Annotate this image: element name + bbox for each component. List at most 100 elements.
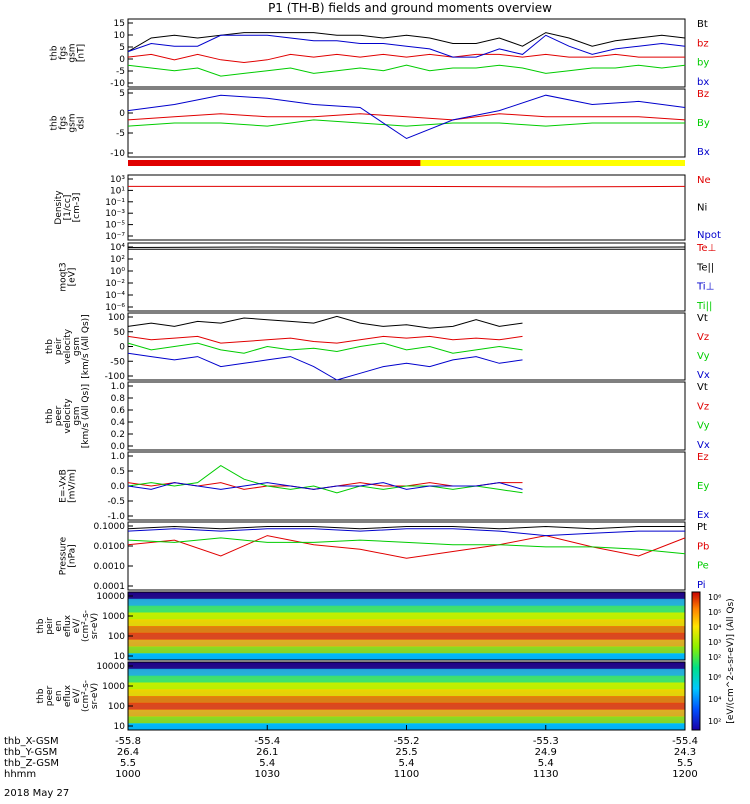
y-tick-label: 10: [114, 722, 126, 732]
y-tick-label: 10⁴: [110, 243, 125, 253]
series-line: [128, 185, 686, 188]
y-tick-label: 5: [119, 43, 125, 53]
legend-entry: Vt: [697, 313, 708, 324]
legend-entry: Ne: [697, 175, 711, 186]
y-axis-label: [mV/m]: [68, 469, 78, 503]
y-axis-label: eV/: [72, 688, 82, 704]
legend-entry: Ti⊥: [696, 282, 714, 293]
y-tick-label: -0.5: [107, 497, 125, 507]
spectrogram-band: [128, 653, 685, 661]
legend-entry: Bx: [697, 147, 710, 158]
y-axis-label: (cm²-s-: [81, 610, 91, 642]
y-tick-label: 10⁻³: [105, 209, 125, 219]
panel-frame: [127, 18, 686, 88]
y-tick-label: 0.1000: [94, 522, 126, 532]
ephemeris-value: -55.4: [672, 736, 698, 747]
series-line: [127, 34, 686, 58]
legend-entry: By: [697, 118, 710, 129]
spectrogram-band: [128, 668, 685, 677]
y-tick-label: 10000: [96, 592, 125, 602]
y-axis-label: moqt3: [59, 262, 69, 291]
spectrogram-band: [128, 696, 685, 704]
y-axis-label: thb: [45, 339, 55, 354]
ephemeris-value: -55.4: [254, 736, 280, 747]
y-axis-label: en: [54, 620, 64, 631]
spectrogram-band: [128, 662, 685, 670]
y-tick-label: 10⁻²: [105, 279, 125, 289]
spectrogram-band: [128, 689, 685, 697]
y-axis-label: (cm²-s-: [81, 680, 91, 712]
y-tick-label: 0.0: [111, 442, 126, 452]
y-axis-label: gsm: [72, 337, 82, 356]
legend-entry: Pi: [697, 580, 706, 591]
y-axis-label: eV/: [72, 618, 82, 634]
series-line: [127, 64, 686, 77]
panel-frame: [127, 174, 686, 241]
y-tick-label: 0.5: [111, 467, 125, 477]
y-tick-label: 10¹: [110, 186, 125, 196]
y-tick-label: -5: [116, 129, 125, 139]
y-tick-label: 1000: [102, 682, 125, 692]
spectrogram-band: [128, 702, 685, 711]
legend-entry: Vy: [697, 421, 710, 432]
legend-entry: Npot: [697, 230, 721, 241]
ephemeris-value: 1000: [115, 769, 140, 780]
y-tick-label: 0: [119, 55, 125, 65]
y-axis-label: eflux: [63, 614, 73, 637]
legend-entry: Bz: [697, 89, 709, 100]
legend-entry: Vz: [697, 401, 709, 412]
ephemeris-label: thb_Z-GSM: [4, 758, 59, 769]
y-axis-label: gsm: [68, 113, 78, 132]
spectrogram-band: [128, 709, 685, 717]
y-axis-label: E=-VxB: [59, 469, 69, 503]
y-axis-label: Pressure: [59, 536, 69, 575]
series-line: [127, 352, 523, 381]
colorbar-label: [eV/(cm^2-s-sr-eV)] (All Qs): [726, 598, 736, 723]
ephemeris-value: 25.5: [395, 747, 417, 758]
legend-entry: Vx: [697, 440, 710, 451]
y-axis-label: thb: [50, 115, 60, 130]
spectrogram-band: [128, 619, 685, 627]
legend-entry: Vz: [697, 332, 709, 343]
ephemeris-value: 24.9: [535, 747, 557, 758]
ephemeris-label: hhmm: [4, 769, 36, 780]
y-tick-label: 0.0001: [94, 582, 126, 592]
series-line: [127, 482, 523, 490]
y-tick-label: -1.0: [107, 512, 125, 522]
ephemeris-value: 5.4: [399, 758, 415, 769]
legend-entry: Pt: [697, 522, 707, 533]
colorbar-tick-label: 10⁴: [708, 695, 721, 704]
ephemeris-value: -55.3: [533, 736, 559, 747]
legend-entry: Vy: [697, 351, 710, 362]
colorbar-tick-label: 10²: [708, 717, 721, 726]
legend-entry: by: [697, 58, 709, 69]
spectrogram-band: [128, 612, 685, 620]
y-axis-label: fgs: [59, 116, 69, 130]
y-tick-label: 0.0100: [94, 542, 126, 552]
colorbar-tick-label: 10⁵: [708, 608, 721, 617]
y-tick-label: 1.0: [111, 452, 126, 462]
date-label: 2018 May 27: [4, 788, 69, 799]
y-axis-label: [eV]: [68, 268, 78, 287]
series-line: [127, 246, 686, 248]
series-line: [127, 315, 523, 329]
y-axis-label: [nPa]: [68, 544, 78, 567]
spectrogram-band: [128, 646, 685, 654]
y-axis-label: peir: [45, 617, 55, 635]
ephemeris-value: 5.4: [259, 758, 275, 769]
y-axis-label: peer: [54, 405, 64, 426]
ephemeris-value: 1130: [533, 769, 558, 780]
series-line: [127, 537, 686, 555]
panel-frame: [127, 242, 686, 312]
y-tick-label: 10⁻¹: [105, 198, 125, 208]
colorbar-tick-label: 10⁴: [708, 623, 721, 632]
y-axis-label: en: [54, 690, 64, 701]
legend-entry: Pb: [697, 541, 709, 552]
y-axis-label: peer: [45, 685, 55, 706]
y-tick-label: 0: [119, 109, 125, 119]
y-axis-label: thb: [45, 408, 55, 423]
ephemeris-value: 5.4: [538, 758, 554, 769]
y-tick-label: 10⁻⁵: [105, 221, 125, 231]
y-tick-label: -50: [110, 357, 125, 367]
